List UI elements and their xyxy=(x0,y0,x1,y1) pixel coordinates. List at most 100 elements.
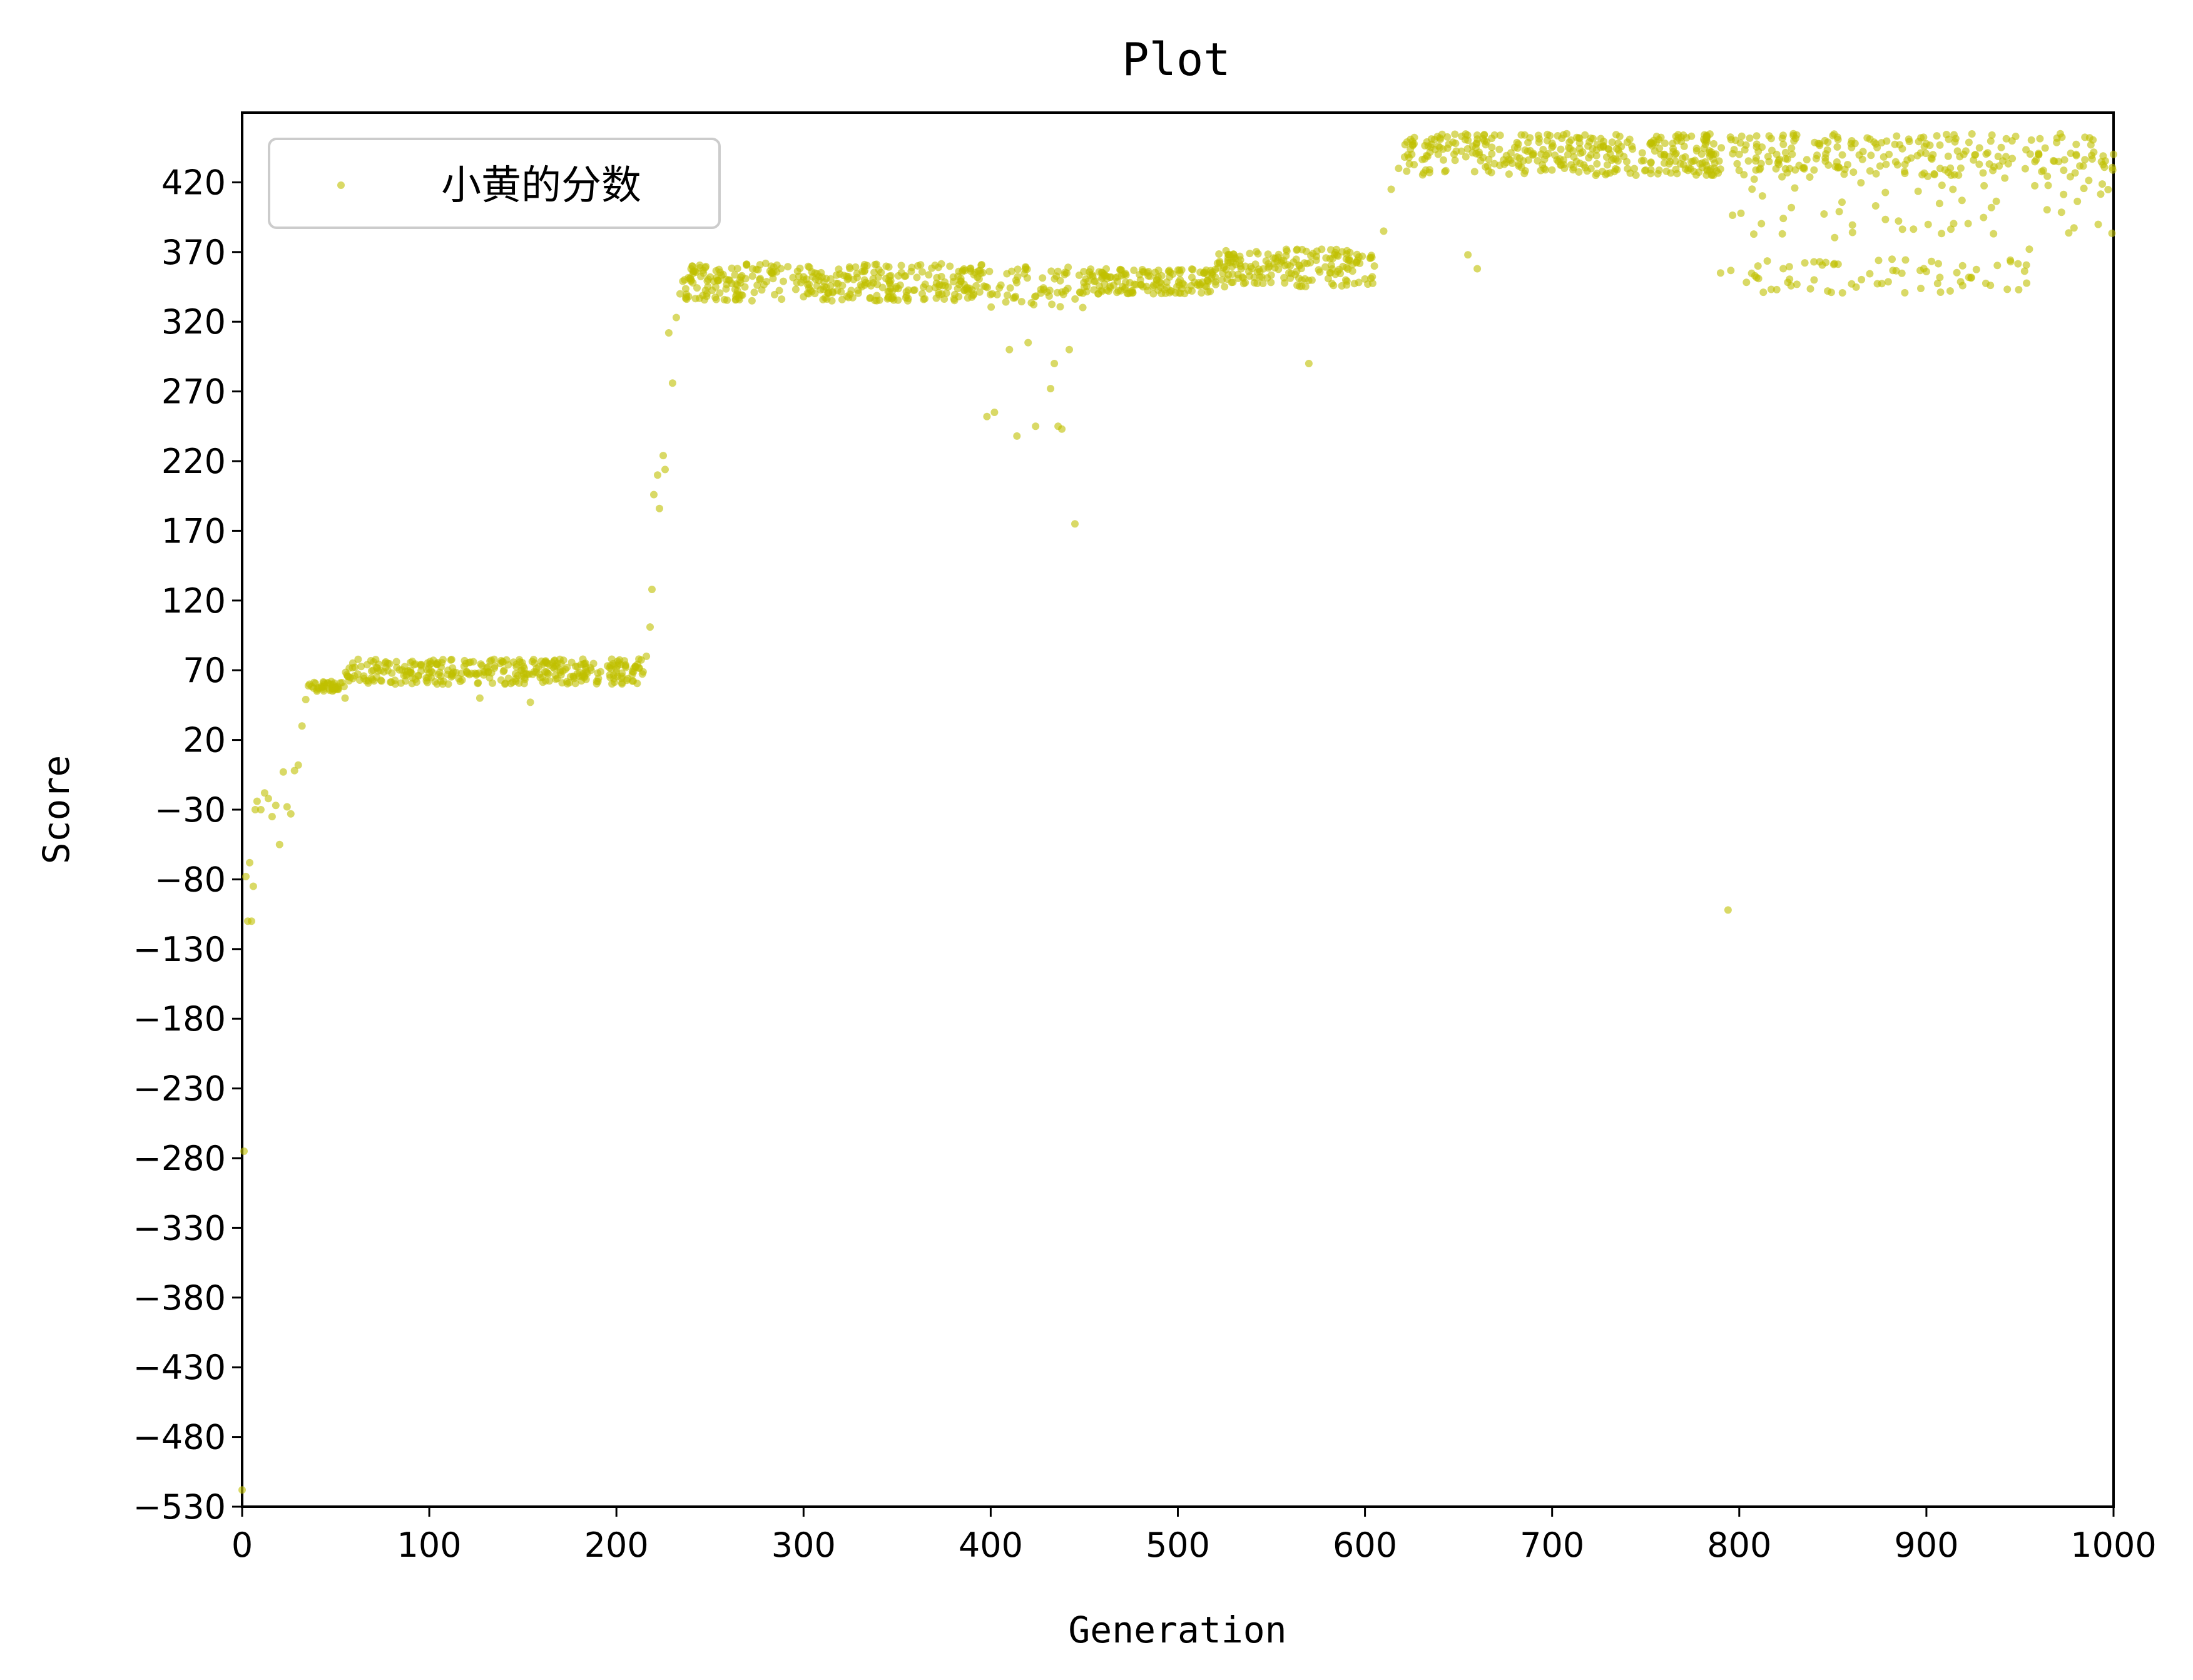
scatter-point xyxy=(1784,278,1792,287)
scatter-point xyxy=(697,272,705,280)
scatter-point xyxy=(837,288,845,296)
scatter-point xyxy=(731,271,739,279)
scatter-point xyxy=(1215,250,1223,258)
scatter-point xyxy=(1343,277,1351,285)
x-tick-label: 300 xyxy=(771,1525,836,1565)
scatter-point xyxy=(2020,267,2028,275)
scatter-point xyxy=(2023,279,2031,287)
scatter-point xyxy=(1955,171,1963,179)
scatter-point xyxy=(793,278,801,287)
scatter-point xyxy=(1166,268,1174,277)
scatter-point xyxy=(882,262,890,270)
scatter-point xyxy=(491,662,499,670)
scatter-point xyxy=(1615,133,1624,140)
scatter-point xyxy=(1176,276,1184,284)
y-tick-label: 320 xyxy=(161,302,226,342)
scatter-point xyxy=(1464,251,1472,259)
scatter-point xyxy=(458,676,466,684)
scatter-point xyxy=(2007,256,2014,264)
scatter-point xyxy=(827,275,835,283)
scatter-point xyxy=(736,278,745,287)
scatter-point xyxy=(1346,248,1354,257)
scatter-point xyxy=(1715,157,1723,165)
scatter-point xyxy=(1343,263,1350,272)
scatter-point xyxy=(1754,262,1762,270)
scatter-point xyxy=(2022,261,2030,269)
scatter-point xyxy=(1983,149,1992,157)
scatter-point xyxy=(1277,259,1285,267)
scatter-point xyxy=(778,295,786,303)
scatter-point xyxy=(1485,155,1493,163)
scatter-point xyxy=(1090,277,1098,285)
y-tick-label: 370 xyxy=(161,233,226,272)
scatter-point xyxy=(1915,138,1923,146)
scatter-point xyxy=(1316,268,1324,276)
scatter-point xyxy=(988,290,996,298)
scatter-point xyxy=(2067,150,2075,157)
scatter-point xyxy=(1818,261,1826,269)
scatter-point xyxy=(1567,136,1575,144)
scatter-point xyxy=(1767,285,1775,293)
scatter-point xyxy=(1593,160,1601,168)
scatter-point xyxy=(1211,265,1219,273)
scatter-point xyxy=(1321,263,1330,271)
scatter-point xyxy=(925,285,934,293)
scatter-point xyxy=(1895,217,1903,225)
scatter-point xyxy=(604,662,611,670)
scatter-point xyxy=(1881,215,1890,223)
scatter-point xyxy=(1871,202,1880,210)
scatter-point xyxy=(478,661,486,669)
scatter-point xyxy=(1880,153,1888,161)
scatter-point xyxy=(1615,150,1624,158)
chart-title: Plot xyxy=(1122,33,1230,86)
scatter-point xyxy=(439,656,447,664)
scatter-point xyxy=(2090,148,2098,156)
scatter-point xyxy=(748,297,756,305)
scatter-point xyxy=(2081,156,2089,164)
scatter-point xyxy=(2008,155,2017,163)
scatter-point xyxy=(1830,260,1838,268)
scatter-point xyxy=(702,262,710,270)
scatter-point xyxy=(1502,151,1510,160)
scatter-point xyxy=(1327,261,1335,269)
scatter-point xyxy=(1700,145,1708,152)
scatter-point xyxy=(364,677,372,685)
scatter-point xyxy=(1968,130,1976,138)
scatter-point xyxy=(1743,278,1751,287)
scatter-point xyxy=(1953,147,1961,155)
scatter-point xyxy=(1246,250,1254,258)
scatter-point xyxy=(1705,149,1713,157)
scatter-point xyxy=(987,303,995,311)
scatter-point xyxy=(264,795,272,803)
scatter-point xyxy=(1259,280,1267,287)
scatter-point xyxy=(715,265,723,273)
scatter-point xyxy=(1262,257,1270,265)
scatter-point xyxy=(251,806,259,813)
scatter-point xyxy=(1788,144,1796,152)
scatter-point xyxy=(935,280,944,288)
scatter-point xyxy=(1437,135,1445,143)
scatter-point xyxy=(1898,269,1906,277)
scatter-point xyxy=(1813,151,1821,160)
y-tick-label: −280 xyxy=(133,1139,226,1178)
scatter-point xyxy=(354,655,362,663)
scatter-point xyxy=(1482,163,1490,171)
scatter-point xyxy=(1599,141,1607,150)
scatter-point xyxy=(561,665,569,673)
scatter-point xyxy=(1071,295,1079,303)
scatter-point xyxy=(363,661,371,669)
scatter-point xyxy=(703,290,711,298)
scatter-point xyxy=(1806,285,1814,293)
scatter-point xyxy=(1638,149,1646,157)
scatter-point xyxy=(1076,288,1084,296)
scatter-point xyxy=(902,288,910,296)
scatter-point xyxy=(1463,145,1472,153)
scatter-point xyxy=(1810,166,1818,174)
scatter-point xyxy=(1176,267,1184,274)
scatter-point xyxy=(1439,145,1447,153)
scatter-point xyxy=(1348,267,1356,275)
scatter-point xyxy=(1979,169,1987,177)
scatter-point xyxy=(1883,137,1891,145)
scatter-point xyxy=(1058,425,1066,433)
scatter-point xyxy=(1613,166,1621,174)
